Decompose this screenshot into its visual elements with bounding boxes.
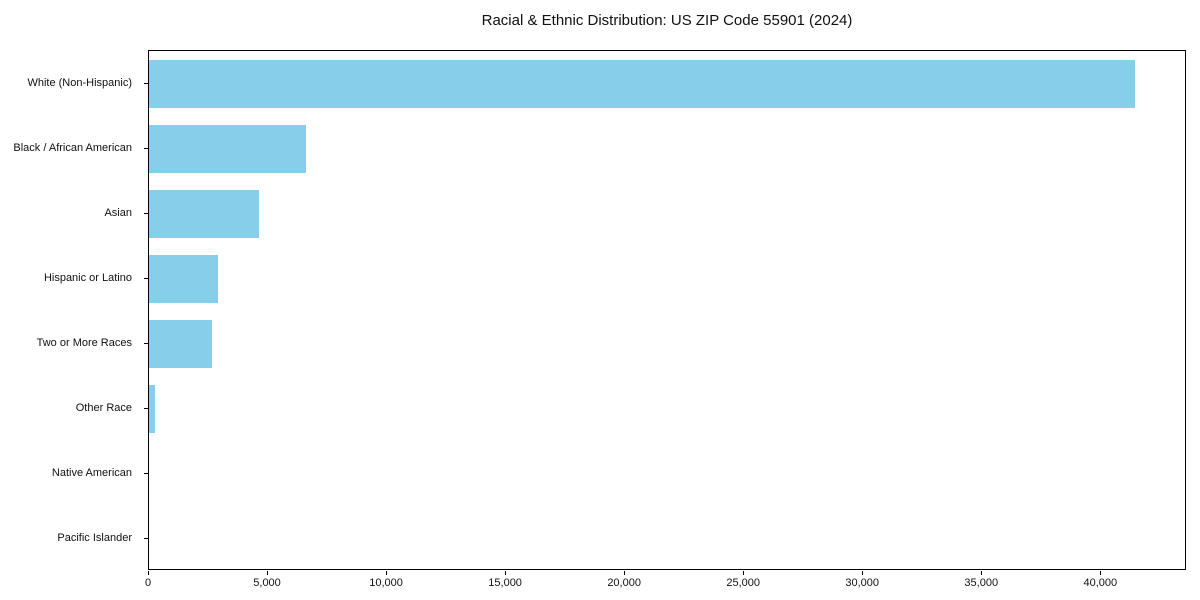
x-tick-label: 10,000 [369,577,403,589]
y-axis-label: Black / African American [13,141,132,154]
x-tick-label: 25,000 [726,577,760,589]
y-axis: White (Non-Hispanic) Black / African Amer… [0,50,140,570]
x-tick [386,571,388,575]
y-tick [144,342,148,344]
x-tick-label: 20,000 [607,577,641,589]
bar-white-non-hispanic [149,59,1136,108]
chart-row [149,116,1185,181]
y-axis-label: Hispanic or Latino [43,271,132,284]
y-axis-label: Two or More Races [36,336,132,349]
y-tick [144,277,148,279]
chart-row [149,311,1185,376]
y-axis-ticks [144,50,148,570]
x-tick-label: 15,000 [488,577,522,589]
x-tick-label: 30,000 [845,577,880,589]
plot-area [148,50,1186,570]
chart-title: Racial & Ethnic Distribution: US ZIP Cod… [481,12,853,29]
y-tick [144,472,148,474]
chart-row [149,376,1185,441]
bar-other-race [149,384,156,433]
bar-hispanic-or-latino [149,254,218,303]
x-tick [862,571,864,575]
y-tick [144,147,148,149]
y-tick [144,82,148,84]
x-tick [981,571,983,575]
y-tick [144,537,148,539]
y-tick [144,212,148,214]
x-tick [624,571,626,575]
bar-two-or-more-races [149,319,212,368]
x-tick [1100,571,1102,575]
x-tick-label: 0 [144,577,152,589]
chart-row [149,51,1185,116]
x-tick [148,571,149,575]
x-tick [505,571,507,575]
y-axis-label: Other Race [75,401,132,414]
chart-row [149,441,1185,506]
y-axis-label: White (Non-Hispanic) [27,76,132,89]
bar-asian [149,189,260,238]
y-tick [144,407,148,409]
chart-row [149,246,1185,311]
x-tick [743,571,745,575]
x-tick [267,571,269,575]
x-tick-label: 5,000 [253,577,281,589]
y-axis-label: Native American [51,466,132,479]
y-axis-label: Asian [104,206,132,219]
bar-black-african-american [149,124,306,173]
x-axis: 0 5,000 10,000 15,000 20,000 25,000 30,000 35,0… [145,571,1186,597]
y-axis-label: Pacific Islander [57,531,132,544]
chart-row [149,181,1185,246]
x-tick-label: 40,000 [1083,577,1118,589]
chart-row [149,506,1185,569]
x-tick-label: 35,000 [964,577,999,589]
